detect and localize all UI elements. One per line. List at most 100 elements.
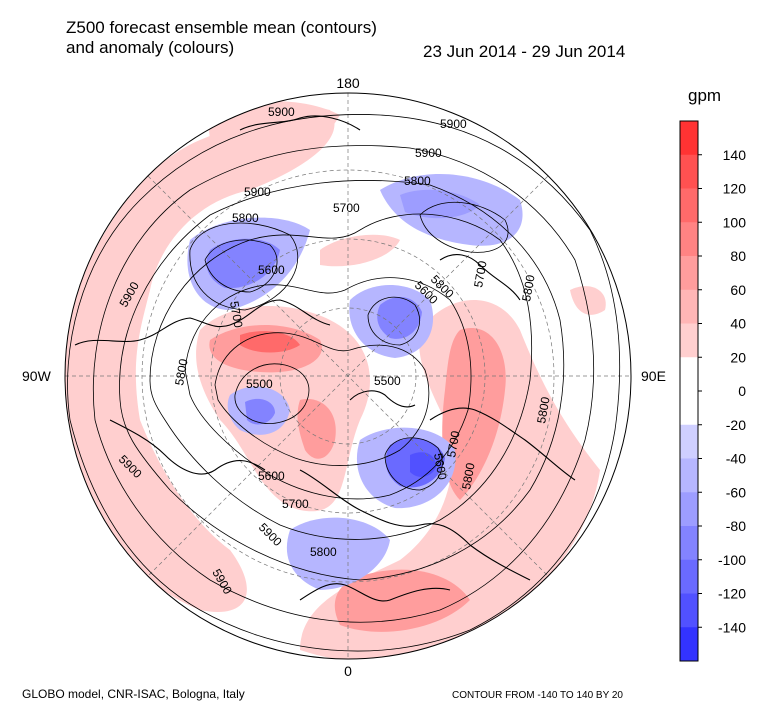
coastline	[349, 390, 416, 408]
coastline	[299, 583, 451, 602]
longitude-label-left: 90W	[22, 368, 52, 384]
contour-label: 5800	[172, 357, 190, 386]
coastlines	[74, 115, 576, 602]
contour-label: 5800	[232, 211, 259, 225]
colorbar-tick-label: 100	[723, 214, 747, 230]
date-range: 23 Jun 2014 - 29 Jun 2014	[423, 42, 626, 61]
contour-label: 5900	[268, 105, 295, 119]
anomaly-positive-region	[65, 107, 335, 612]
contour-label: 5800	[534, 395, 552, 424]
contour-label: 5900	[256, 520, 285, 549]
contour-label: 5800	[404, 174, 431, 188]
coastline	[239, 115, 361, 131]
colorbar-tick-label: 120	[723, 181, 747, 197]
anomaly-positive-region	[570, 286, 606, 315]
coastline	[439, 254, 521, 301]
contour-label: 5900	[415, 146, 442, 160]
colorbar-tick-label: 140	[723, 147, 747, 163]
colorbar-segment	[680, 424, 698, 459]
coastline	[109, 419, 266, 475]
colorbar-segment	[680, 121, 698, 156]
colorbar-tick-label: -80	[726, 518, 746, 534]
anomaly-positive-region	[208, 101, 340, 175]
longitude-label-right: 90E	[641, 368, 666, 384]
colorbar-segment	[680, 188, 698, 223]
contour-line	[184, 277, 472, 500]
contour-label: 5700	[471, 259, 489, 288]
contour-lines	[67, 114, 621, 652]
contour-line	[419, 201, 509, 253]
contour-line	[119, 180, 565, 581]
coastline	[429, 407, 576, 481]
contour-label: 5500	[374, 374, 401, 388]
colorbar: 140 120 100 80 60 40 20 0 -20 -40 -60 -80 -100 -120 -1…	[679, 120, 747, 662]
colorbar-tick-label: 60	[730, 282, 746, 298]
colorbar-unit: gpm	[688, 86, 722, 105]
colorbar-segment	[680, 559, 698, 594]
coastline	[74, 299, 331, 346]
title-line-1: Z500 forecast ensemble mean (contours)	[66, 18, 377, 37]
contour-label: 5600	[431, 452, 449, 481]
contour-line	[189, 222, 299, 311]
colorbar-segment	[680, 627, 698, 662]
colorbar-tick-label: 40	[730, 316, 746, 332]
contour-label: 5800	[310, 545, 337, 559]
colorbar-segment	[680, 154, 698, 189]
contour-label: 5800	[519, 273, 537, 302]
contour-line	[234, 363, 310, 424]
contour-label: 5600	[258, 263, 285, 277]
chart-title: Z500 forecast ensemble mean (contours) a…	[66, 18, 377, 58]
anomaly-positive-region	[320, 234, 400, 267]
colorbar-segment	[680, 593, 698, 628]
colorbar-tick-label: -20	[726, 417, 746, 433]
colorbar-segment	[680, 222, 698, 257]
contour-label: 5500	[246, 377, 273, 391]
colorbar-segment	[680, 458, 698, 493]
graticule	[65, 93, 631, 659]
contour-line	[367, 296, 420, 346]
coastline	[299, 469, 531, 581]
colorbar-segment	[680, 256, 698, 291]
colorbar-tick-label: -120	[718, 586, 746, 602]
colorbar-segment	[680, 323, 698, 358]
colorbar-tick-label: 20	[730, 349, 746, 365]
colorbar-segment	[680, 357, 698, 392]
contour-labels: 5900 5900 5900 5900 5900 5900 5900 5900 …	[116, 105, 553, 597]
anomaly-positive-core	[334, 569, 470, 632]
contour-label: 5700	[227, 300, 245, 329]
contour-line	[67, 114, 621, 652]
colorbar-tick-label: -100	[718, 552, 746, 568]
contour-line	[384, 437, 443, 491]
anomaly-negative-core	[377, 296, 422, 339]
colorbar-segment	[680, 391, 698, 426]
colorbar-tick-label: 80	[730, 248, 746, 264]
longitude-label-top: 180	[336, 75, 360, 91]
contour-label: 5700	[282, 497, 309, 511]
map-border	[64, 92, 632, 660]
anomaly-negative-core	[245, 398, 275, 425]
colorbar-segment	[680, 289, 698, 324]
colorbar-tick-label: -60	[726, 484, 746, 500]
colorbar-tick-label: -40	[726, 451, 746, 467]
contour-label: 5700	[333, 201, 360, 215]
colorbar-segment	[680, 492, 698, 527]
colorbar-tick-label: 0	[738, 383, 746, 399]
contour-label: 5600	[258, 469, 285, 483]
contour-label: 5900	[440, 117, 467, 131]
model-credit: GLOBO model, CNR-ISAC, Bologna, Italy	[22, 687, 245, 701]
colorbar-segment	[680, 526, 698, 561]
contour-label: 5900	[244, 185, 271, 199]
contour-label: 5700	[444, 429, 462, 458]
contour-line	[149, 213, 533, 540]
contour-line	[214, 332, 430, 466]
contour-line	[204, 239, 278, 293]
longitude-label-bottom: 0	[344, 663, 352, 679]
colorbar-tick-label: -140	[718, 619, 746, 635]
anomaly-field	[65, 101, 606, 659]
contour-note: CONTOUR FROM -140 TO 140 BY 20	[452, 690, 623, 701]
title-line-2: and anomaly (colours)	[66, 38, 235, 57]
anomaly-negative-core	[410, 452, 437, 477]
contour-line	[92, 145, 595, 623]
anomaly-positive-core	[297, 399, 336, 459]
